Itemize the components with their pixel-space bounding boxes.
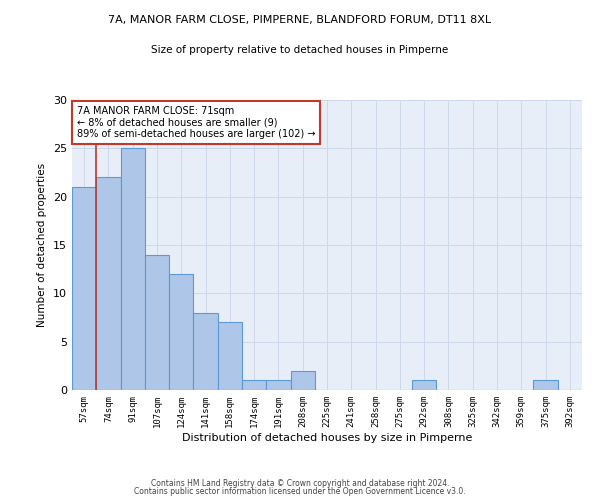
Bar [193, 312, 218, 390]
Bar [169, 274, 193, 390]
Bar [290, 370, 315, 390]
Text: 7A MANOR FARM CLOSE: 71sqm
← 8% of detached houses are smaller (9)
89% of semi-d: 7A MANOR FARM CLOSE: 71sqm ← 8% of detac… [77, 106, 316, 139]
Bar [96, 178, 121, 390]
Bar [218, 322, 242, 390]
Text: Contains public sector information licensed under the Open Government Licence v3: Contains public sector information licen… [134, 487, 466, 496]
Y-axis label: Number of detached properties: Number of detached properties [37, 163, 47, 327]
Text: Contains HM Land Registry data © Crown copyright and database right 2024.: Contains HM Land Registry data © Crown c… [151, 478, 449, 488]
Text: Size of property relative to detached houses in Pimperne: Size of property relative to detached ho… [151, 45, 449, 55]
Bar [242, 380, 266, 390]
Bar [266, 380, 290, 390]
Bar [533, 380, 558, 390]
Bar [72, 187, 96, 390]
Text: 7A, MANOR FARM CLOSE, PIMPERNE, BLANDFORD FORUM, DT11 8XL: 7A, MANOR FARM CLOSE, PIMPERNE, BLANDFOR… [109, 15, 491, 25]
Bar [412, 380, 436, 390]
Bar [145, 254, 169, 390]
X-axis label: Distribution of detached houses by size in Pimperne: Distribution of detached houses by size … [182, 432, 472, 442]
Bar [121, 148, 145, 390]
